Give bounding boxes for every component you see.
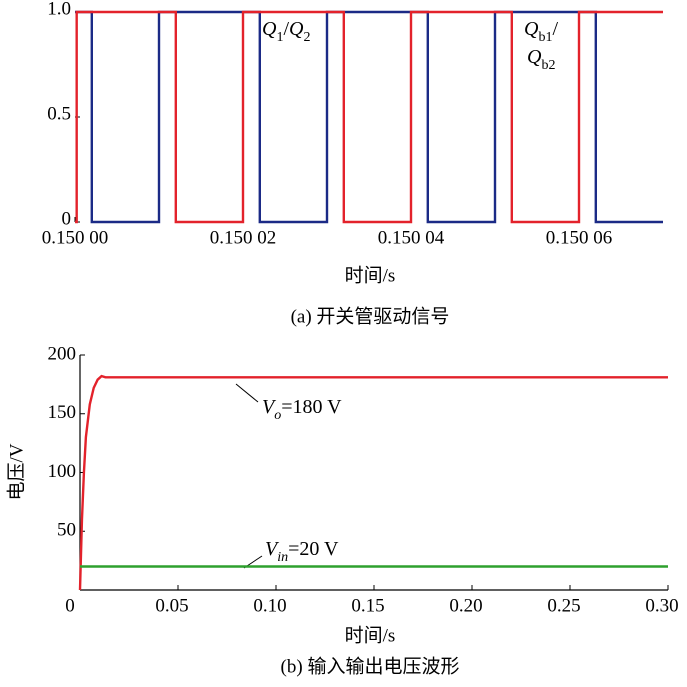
annotation: Vin=20 V xyxy=(265,538,339,565)
annotation-part: / xyxy=(283,18,289,40)
y-tick-label: 200 xyxy=(48,343,77,364)
leader-line xyxy=(235,383,259,403)
caption: (b) 输入输出电压波形 xyxy=(281,655,460,677)
y-axis-label: 电压/V xyxy=(5,443,27,500)
x-tick-label: 0.150 02 xyxy=(210,227,277,248)
y-tick-label: 50 xyxy=(57,520,76,541)
x-tick-label: 0.20 xyxy=(449,595,482,616)
annotation-part: / xyxy=(552,18,558,40)
x-axis-label: 时间/s xyxy=(345,264,396,286)
series-line xyxy=(75,10,663,224)
y-tick-label: 100 xyxy=(48,461,77,482)
annotation-part: =20 V xyxy=(288,538,339,560)
annotation-part: =180 V xyxy=(281,396,342,418)
x-tick-label: 0.05 xyxy=(155,595,188,616)
annotation-part: Q xyxy=(527,46,542,68)
x-tick-label: 0.150 00 xyxy=(42,227,109,248)
series-line xyxy=(78,374,668,591)
annotation: Vo=180 V xyxy=(262,396,342,423)
annotation-part: V xyxy=(265,538,280,560)
annotation: Qb1/ xyxy=(524,18,558,45)
x-tick-label: 0.10 xyxy=(253,595,286,616)
x-tick-label: 0 xyxy=(65,595,75,616)
annotation: Qb2 xyxy=(527,46,555,73)
annotation-part: 1 xyxy=(276,30,283,45)
y-tick-label: 1.0 xyxy=(47,0,71,19)
x-axis-label: 时间/s xyxy=(345,624,396,646)
annotation-part: 2 xyxy=(303,30,310,45)
series-line xyxy=(75,10,663,224)
annotation-part: b1 xyxy=(538,30,552,45)
x-tick-label: 0.150 06 xyxy=(546,227,613,248)
annotation: Q1/Q2 xyxy=(262,18,310,45)
x-tick-label: 0.150 04 xyxy=(378,227,445,248)
annotation-part: Q xyxy=(262,18,277,40)
caption: (a) 开关管驱动信号 xyxy=(291,305,450,327)
annotation-part: o xyxy=(274,408,281,423)
y-tick-label: 0.5 xyxy=(47,103,71,124)
y-tick-label: 150 xyxy=(48,402,77,423)
annotation-part: in xyxy=(277,550,288,565)
annotation-part: Q xyxy=(524,18,539,40)
annotation-part: V xyxy=(262,396,277,418)
y-tick-label: 0 xyxy=(62,208,72,229)
x-tick-label: 0.25 xyxy=(547,595,580,616)
x-tick-label: 0.30 xyxy=(645,595,678,616)
x-tick-label: 0.15 xyxy=(351,595,384,616)
annotation-part: b2 xyxy=(541,58,555,73)
annotation-part: Q xyxy=(289,18,304,40)
